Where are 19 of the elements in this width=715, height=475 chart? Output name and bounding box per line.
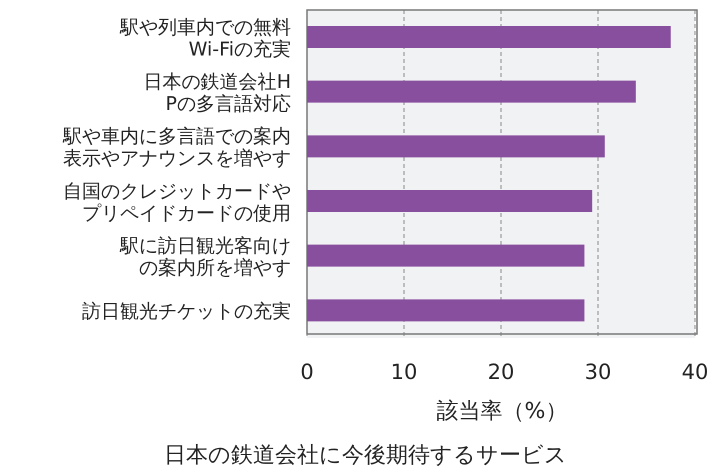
y-tick-label: 日本の鉄道会社HPの多言語対応 — [144, 71, 291, 115]
bar — [307, 80, 636, 103]
x-tick-label: 20 — [488, 360, 514, 384]
x-tick-label: 10 — [390, 360, 418, 384]
bar — [307, 299, 584, 322]
x-tick-label: 0 — [300, 360, 314, 384]
x-tick-label: 40 — [682, 360, 708, 384]
bar — [307, 135, 605, 158]
text: 日本の鉄道会社に今後期待するサービス — [163, 442, 568, 470]
y-tick-label: 自国のクレジットカードやプリペイドカードの使用 — [63, 180, 291, 224]
bar — [307, 244, 584, 267]
bar — [307, 190, 592, 212]
bar — [307, 26, 671, 48]
y-tick-label: 訪日観光チケットの充実 — [82, 300, 291, 323]
y-tick-label: 駅や車内に多言語での案内表示やアナウンスを増やす — [62, 126, 291, 170]
y-tick-label: 駅や列車内での無料Wi-Fiの充実 — [119, 16, 291, 60]
x-axis-title: 該当率（%） — [436, 398, 568, 426]
x-tick-label: 30 — [584, 360, 612, 384]
y-tick-label: 駅に訪日観光客向けの案内所を増やす — [119, 235, 291, 279]
